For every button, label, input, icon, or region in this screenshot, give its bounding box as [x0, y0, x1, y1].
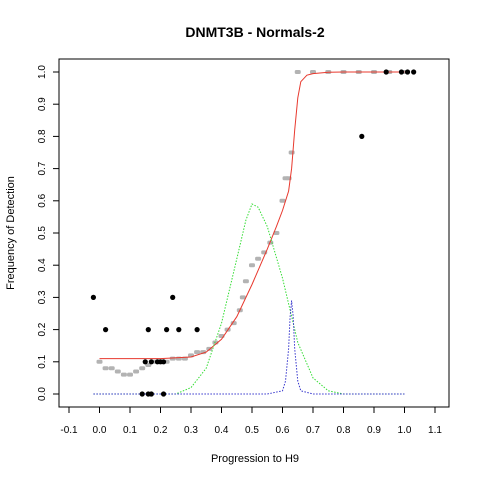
smoothed-point — [294, 70, 301, 74]
x-axis: -0.1 0.0 0.1 0.2 0.3 0.4 0.5 0.6 0.7 0.8 0.9 1.0 1.1 — [60, 407, 442, 436]
x-tick-label: 0.4 — [215, 425, 229, 436]
x-tick-label: 0.0 — [93, 425, 107, 436]
smoothed-point — [108, 366, 115, 371]
sample-point — [145, 327, 151, 333]
x-tick-label: 0.8 — [337, 425, 351, 436]
smoothed-point — [102, 366, 109, 371]
smoothed-point — [249, 263, 255, 268]
y-tick-label: 0.4 — [37, 258, 48, 272]
smoothed-point — [239, 295, 246, 300]
x-axis-label: Progression to H9 — [211, 453, 299, 465]
chart-title: DNMT3B - Normals-2 — [185, 24, 324, 40]
y-tick-label: 0.3 — [37, 290, 48, 304]
y-tick-label: 0.0 — [37, 387, 48, 401]
density-narrow-line — [93, 300, 405, 395]
sample-point — [148, 391, 154, 397]
smoothed-point — [242, 279, 249, 284]
y-tick-label: 0.5 — [37, 226, 48, 240]
smoothed-point — [127, 372, 133, 377]
smoothed-point — [96, 359, 103, 364]
smoothed-point — [255, 256, 262, 261]
x-tick-label: -0.1 — [60, 425, 78, 436]
sample-points-layer — [90, 69, 417, 397]
sample-point — [170, 294, 176, 300]
y-tick-label: 0.9 — [37, 97, 48, 111]
smoothed-point — [139, 366, 146, 371]
sample-point — [411, 69, 417, 75]
y-tick-label: 0.1 — [37, 354, 48, 368]
y-axis-label: Frequency of Detection — [5, 176, 17, 290]
smoothed-point — [273, 231, 280, 235]
sample-point — [160, 391, 167, 397]
y-tick-label: 1.0 — [37, 65, 48, 79]
smoothed-point — [120, 372, 127, 377]
sample-point — [90, 294, 96, 300]
smoothed-point — [145, 363, 152, 368]
x-tick-label: 0.2 — [154, 425, 168, 436]
y-tick-label: 0.6 — [37, 193, 48, 207]
density-wide-line — [93, 203, 405, 395]
smoothed-point — [288, 150, 295, 155]
x-tick-label: 0.5 — [245, 425, 259, 436]
sample-point — [160, 359, 167, 365]
y-tick-label: 0.7 — [37, 161, 48, 175]
sample-point — [164, 327, 170, 333]
x-tick-label: 0.6 — [276, 425, 290, 436]
fit-line — [99, 71, 405, 360]
smoothed-point — [194, 350, 201, 355]
x-tick-label: 1.1 — [428, 425, 442, 436]
x-tick-label: 0.1 — [123, 425, 137, 436]
sample-point — [148, 359, 154, 365]
sample-point — [194, 327, 200, 333]
sample-point — [139, 391, 145, 397]
smoothed-point — [279, 198, 286, 203]
smoothed-point — [169, 356, 176, 361]
x-tick-label: 0.7 — [306, 425, 320, 436]
sample-point — [142, 359, 148, 365]
sample-point — [359, 133, 365, 139]
sample-point — [404, 69, 411, 75]
smoothed-point — [114, 369, 121, 374]
x-tick-label: 1.0 — [398, 425, 412, 436]
sample-point — [383, 69, 389, 75]
y-tick-label: 0.2 — [37, 322, 48, 336]
sample-point — [398, 69, 405, 75]
x-tick-label: 0.9 — [367, 425, 381, 436]
x-tick-label: 0.3 — [184, 425, 198, 436]
y-tick-label: 0.8 — [37, 129, 48, 143]
lines-layer — [93, 71, 405, 395]
sample-point — [103, 327, 109, 333]
y-axis: 0.0 0.1 0.2 0.3 0.4 0.5 0.6 0.7 0.8 0.9 1.0 — [37, 65, 59, 401]
smoothed-point — [133, 369, 140, 374]
sample-point — [176, 327, 182, 333]
